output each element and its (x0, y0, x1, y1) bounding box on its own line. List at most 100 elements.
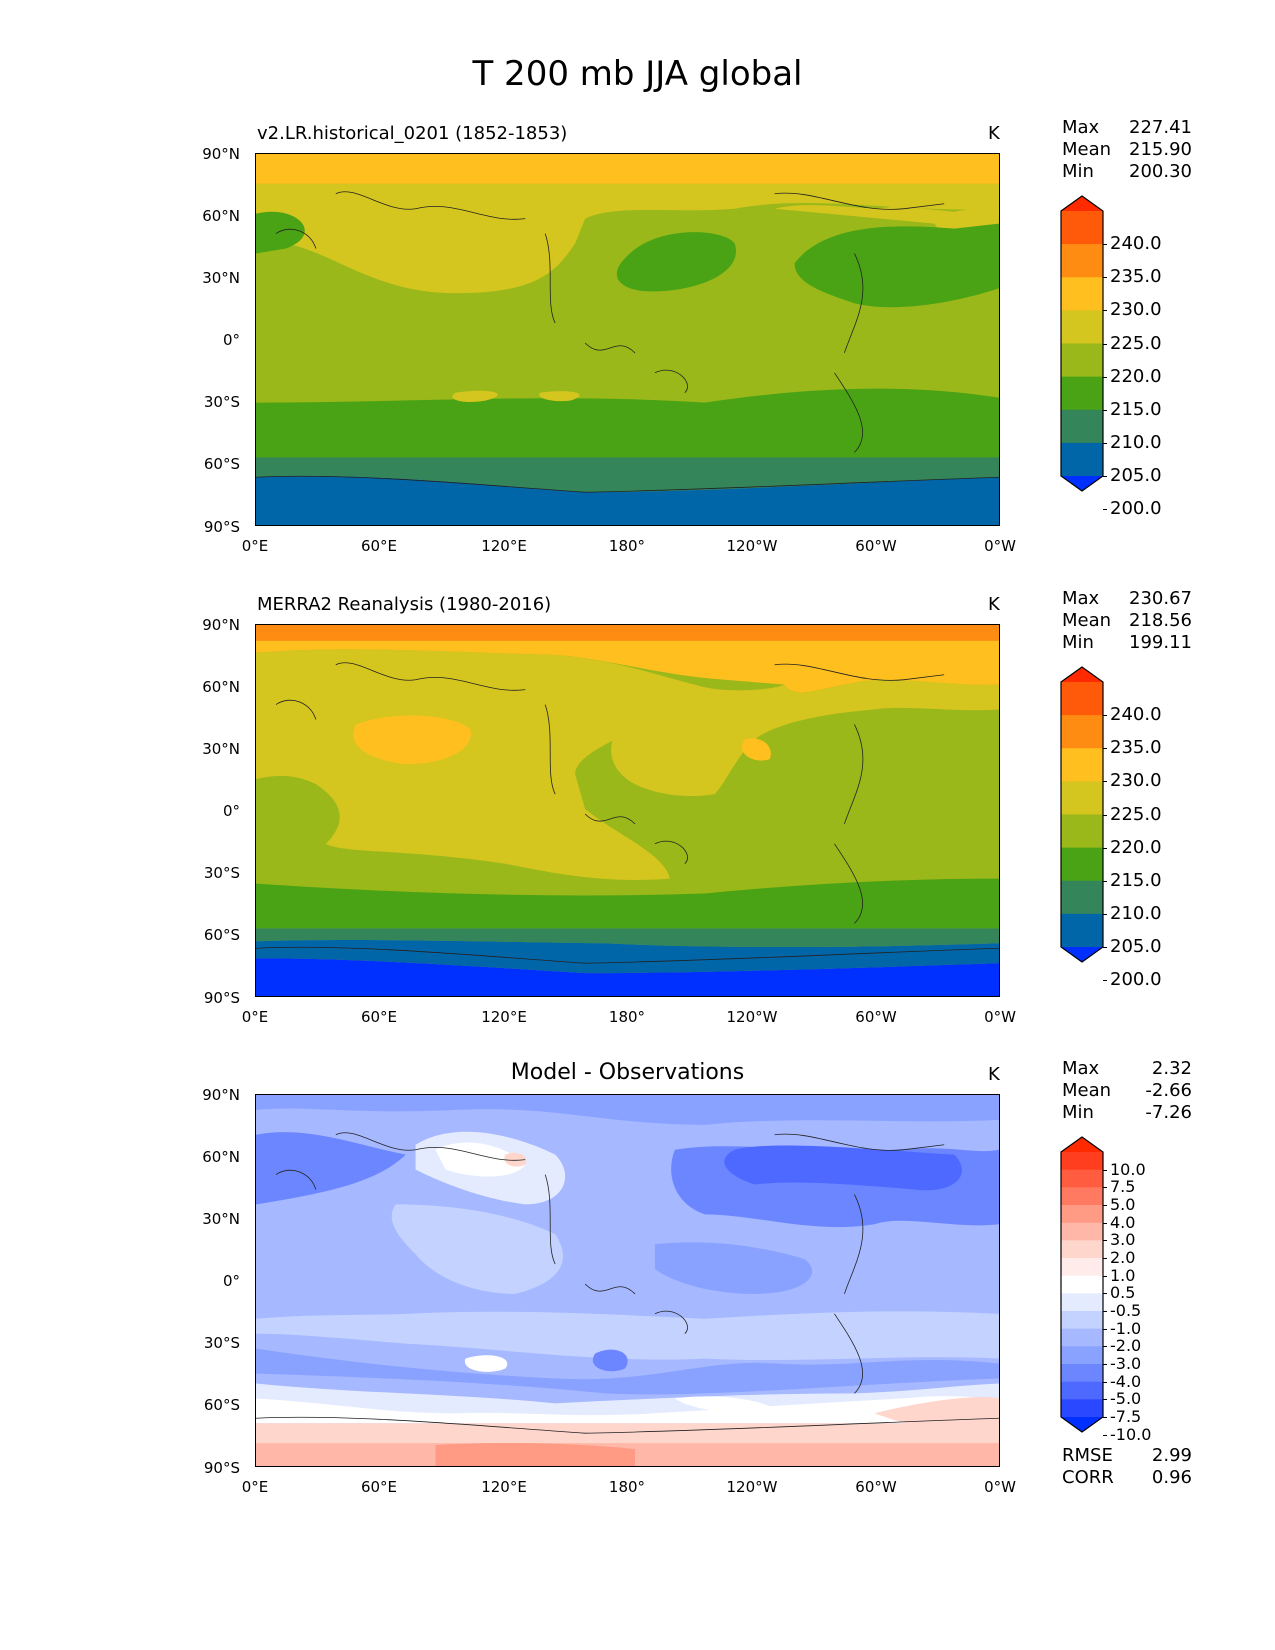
p1-ytick-60s: 60°S (203, 455, 240, 473)
colorbar-band (1061, 1381, 1103, 1400)
colorbar-band (1061, 1293, 1103, 1312)
colorbar-tick (1103, 343, 1107, 345)
colorbar-band (1061, 1205, 1103, 1224)
colorbar-tick (1103, 277, 1107, 279)
p2-xtick-120w: 120°W (726, 1008, 778, 1026)
p1-min-label: Min (1062, 161, 1094, 182)
p1-xtick-120e: 120°E (481, 537, 527, 555)
p2-xtick-180: 180° (608, 1008, 646, 1026)
colorbar-tick (1103, 442, 1107, 444)
colorbar-band (1061, 1240, 1103, 1259)
colorbar-tick (1103, 1346, 1107, 1348)
colorbar-tick-label: 230.0 (1110, 299, 1162, 321)
rmse-value: 2.99 (1151, 1445, 1192, 1466)
p2-ytick-90n: 90°N (202, 616, 240, 634)
colorbar-tick-label: 1.0 (1110, 1265, 1136, 1285)
colorbar-tick (1103, 1187, 1107, 1189)
p2-mean-value: 218.56 (1129, 610, 1192, 631)
p1-min-value: 200.30 (1129, 161, 1192, 182)
colorbar-band (1061, 880, 1103, 915)
panel1-units: K (988, 123, 1000, 144)
colorbar-band (1061, 277, 1103, 311)
colorbar-band (1061, 814, 1103, 849)
panel2-map (255, 624, 1000, 997)
p3-max-value: 2.32 (1151, 1058, 1192, 1079)
p3-min-label: Min (1062, 1102, 1094, 1123)
colorbar-tick-label: 0.5 (1110, 1283, 1136, 1303)
colorbar-tick-label: 215.0 (1110, 398, 1162, 420)
p1-xtick-0e: 0°E (241, 537, 269, 555)
colorbar-band (1061, 913, 1103, 948)
p2-xtick-60e: 60°E (360, 1008, 398, 1026)
p1-ytick-90s: 90°S (203, 518, 240, 536)
p1-xtick-180: 180° (608, 537, 646, 555)
p3-ytick-90n: 90°N (202, 1086, 240, 1104)
p3-xtick-60e: 60°E (360, 1478, 398, 1496)
colorbar-extend-min (1061, 947, 1103, 962)
p3-ytick-30s: 30°S (203, 1334, 240, 1352)
p1-max-value: 227.41 (1129, 117, 1192, 138)
p3-ytick-0: 0° (222, 1272, 240, 1290)
colorbar-tick (1103, 1205, 1107, 1206)
colorbar-tick (1103, 715, 1107, 717)
colorbar-tick-label: 235.0 (1110, 266, 1162, 288)
colorbar-band (1061, 442, 1103, 477)
colorbar-band (1061, 748, 1103, 782)
colorbar-tick (1103, 1169, 1107, 1171)
corr-label: CORR (1062, 1467, 1114, 1488)
colorbar-tick-label: 220.0 (1110, 836, 1162, 858)
colorbar-tick (1103, 1293, 1107, 1295)
colorbar-tick-label: -3.0 (1110, 1354, 1142, 1373)
colorbar-tick-label: -1.0 (1110, 1318, 1142, 1338)
colorbar-band (1061, 781, 1103, 815)
p3-xtick-60w: 60°W (855, 1478, 897, 1496)
colorbar-tick-label: 240.0 (1110, 704, 1162, 726)
colorbar-tick (1103, 913, 1107, 915)
colorbar-band (1061, 376, 1103, 411)
colorbar-tick (1103, 376, 1107, 378)
p1-xtick-0w: 0°W (984, 537, 1016, 555)
colorbar-band (1061, 1152, 1103, 1171)
colorbar-band (1061, 1222, 1103, 1241)
colorbar-tick-label: 220.0 (1110, 365, 1162, 387)
colorbar-tick-label: -7.5 (1110, 1407, 1142, 1426)
p3-mean-label: Mean (1062, 1080, 1112, 1101)
colorbar-tick (1103, 476, 1107, 477)
panel3-units: K (988, 1064, 1000, 1085)
colorbar-svg (1060, 1136, 1104, 1433)
colorbar-tick (1103, 1364, 1107, 1365)
colorbar-tick-label: -2.0 (1110, 1336, 1142, 1356)
rmse-label: RMSE (1062, 1445, 1113, 1466)
colorbar-tick-label: 235.0 (1110, 737, 1162, 759)
p2-max-value: 230.67 (1129, 588, 1192, 609)
colorbar-tick-label: 205.0 (1110, 465, 1162, 486)
colorbar-tick (1103, 947, 1107, 948)
colorbar-tick-label: 225.0 (1110, 332, 1162, 354)
colorbar-band (1061, 715, 1103, 749)
panel3-metrics: RMSE 2.99 CORR 0.96 (1062, 1445, 1192, 1489)
colorbar-tick (1103, 847, 1107, 849)
panel3-stats: Max 2.32 Mean -2.66 Min -7.26 (1062, 1058, 1192, 1124)
colorbar-extend-max (1061, 196, 1103, 211)
colorbar-band (1061, 1399, 1103, 1418)
colorbar-tick-label: -4.0 (1110, 1371, 1142, 1391)
colorbar-tick-label: 7.5 (1110, 1177, 1136, 1197)
panel2-units: K (988, 594, 1000, 615)
colorbar-band (1061, 244, 1103, 278)
p2-ytick-60s: 60°S (203, 926, 240, 944)
p1-xtick-60e: 60°E (360, 537, 398, 555)
p2-max-label: Max (1062, 588, 1100, 609)
p1-mean-label: Mean (1062, 139, 1112, 160)
colorbar-tick-label: 2.0 (1110, 1248, 1136, 1267)
p1-ytick-30n: 30°N (202, 269, 240, 287)
colorbar-tick (1103, 1417, 1107, 1418)
p1-xtick-60w: 60°W (855, 537, 897, 555)
p2-xtick-0e: 0°E (241, 1008, 269, 1026)
colorbar-extend-min (1061, 476, 1103, 491)
colorbar-band (1061, 409, 1103, 444)
colorbar-svg (1060, 666, 1104, 963)
colorbar-tick (1103, 1399, 1107, 1401)
colorbar-tick (1103, 509, 1107, 511)
colorbar-tick (1103, 1311, 1107, 1312)
colorbar-tick-label: 5.0 (1110, 1195, 1136, 1214)
